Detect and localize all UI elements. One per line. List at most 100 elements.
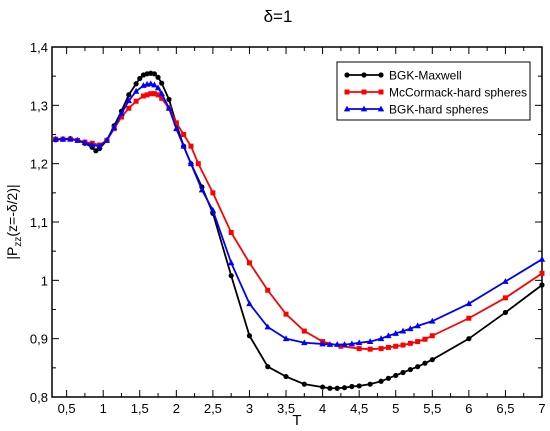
data-point	[319, 340, 326, 347]
data-point	[188, 143, 194, 149]
data-point	[246, 260, 252, 266]
legend-label: BGK-hard spheres	[389, 103, 488, 117]
data-point	[341, 341, 348, 347]
data-point	[400, 369, 406, 376]
x-tick-label: 6	[465, 401, 472, 416]
legend-marker	[360, 105, 368, 112]
data-point	[466, 336, 472, 342]
data-point	[144, 92, 150, 98]
data-point	[377, 335, 385, 342]
data-point	[81, 139, 89, 146]
data-point	[356, 346, 362, 352]
x-tick-label: 4,5	[350, 401, 368, 416]
data-point	[393, 343, 399, 349]
data-point	[366, 338, 374, 344]
y-tick-label: 1,1	[30, 215, 48, 230]
data-point	[407, 366, 413, 373]
data-point	[180, 142, 187, 149]
legend-marker	[343, 105, 351, 112]
data-point	[378, 346, 384, 352]
data-point	[338, 343, 344, 349]
x-tick-label: 1,5	[131, 401, 149, 416]
data-point	[148, 91, 154, 97]
data-point	[393, 372, 399, 379]
data-point	[264, 323, 271, 330]
data-point	[74, 136, 81, 143]
data-point	[159, 95, 165, 101]
data-point	[301, 328, 307, 334]
legend-marker	[377, 105, 385, 112]
data-point	[407, 325, 414, 332]
data-point	[118, 110, 125, 116]
x-tick-label: 5,5	[423, 401, 441, 416]
data-point	[96, 142, 103, 149]
data-point	[502, 278, 509, 284]
legend-marker	[361, 89, 367, 95]
y-tick-label: 0,8	[30, 390, 48, 405]
y-axis-label-sub: zz	[13, 237, 24, 247]
x-tick-label: 6,5	[496, 401, 514, 416]
data-point	[283, 311, 289, 317]
x-axis-label: T	[292, 412, 301, 429]
data-point	[59, 135, 67, 142]
x-tick-label: 0,5	[58, 401, 76, 416]
data-point	[367, 381, 373, 387]
data-point	[319, 384, 326, 390]
data-point	[265, 364, 271, 370]
data-point	[538, 255, 546, 262]
data-point	[133, 98, 139, 104]
legend-marker	[378, 89, 384, 95]
data-point	[103, 136, 111, 143]
y-tick-label: 1,3	[30, 98, 48, 113]
data-point	[155, 92, 161, 98]
series-line	[55, 82, 543, 346]
data-point	[502, 309, 509, 316]
y-tick-label: 1	[41, 273, 48, 288]
data-point	[378, 378, 384, 384]
data-point	[140, 93, 146, 99]
x-tick-label: 3	[246, 401, 253, 416]
axis-ticks: 0,5 1 1,5 2 2,5 3 3,5 4 4,5 5 5,5 6 6,5 7 0,8 0,9 1 1,1 1,…	[30, 40, 546, 416]
data-point	[539, 282, 545, 288]
data-point	[133, 81, 139, 87]
data-point	[265, 287, 271, 293]
data-point	[154, 84, 162, 91]
data-point	[407, 340, 413, 346]
data-point	[151, 81, 158, 88]
data-point	[246, 300, 253, 307]
legend-marker	[361, 72, 367, 78]
data-point	[198, 186, 206, 193]
data-point	[355, 339, 363, 346]
data-point	[414, 322, 421, 329]
data-point	[356, 383, 362, 389]
data-point	[126, 105, 132, 111]
data-point	[147, 80, 154, 87]
data-point	[367, 346, 373, 352]
data-point	[341, 385, 348, 391]
x-tick-label: 1	[100, 401, 107, 416]
data-point	[227, 259, 235, 266]
data-point	[151, 91, 157, 97]
y-axis-label-main: |P	[4, 247, 20, 260]
x-tick-label: 7	[538, 401, 545, 416]
data-point	[429, 357, 435, 363]
data-point	[429, 317, 436, 324]
data-point	[392, 330, 399, 336]
y-axis-label-rest: (z=-δ/2)|	[4, 184, 20, 236]
data-point	[466, 315, 472, 321]
data-point	[326, 341, 334, 347]
data-point	[334, 341, 341, 347]
data-point	[246, 333, 253, 339]
y-tick-label: 1,4	[30, 40, 48, 55]
data-point	[52, 135, 59, 142]
data-point	[159, 80, 165, 86]
data-point	[67, 135, 74, 142]
data-point	[282, 335, 290, 342]
x-tick-label: 5	[392, 401, 399, 416]
data-point	[118, 114, 124, 120]
x-tick-label: 3,5	[277, 401, 295, 416]
data-point	[385, 344, 391, 350]
data-point	[399, 327, 407, 334]
data-point	[385, 332, 392, 339]
